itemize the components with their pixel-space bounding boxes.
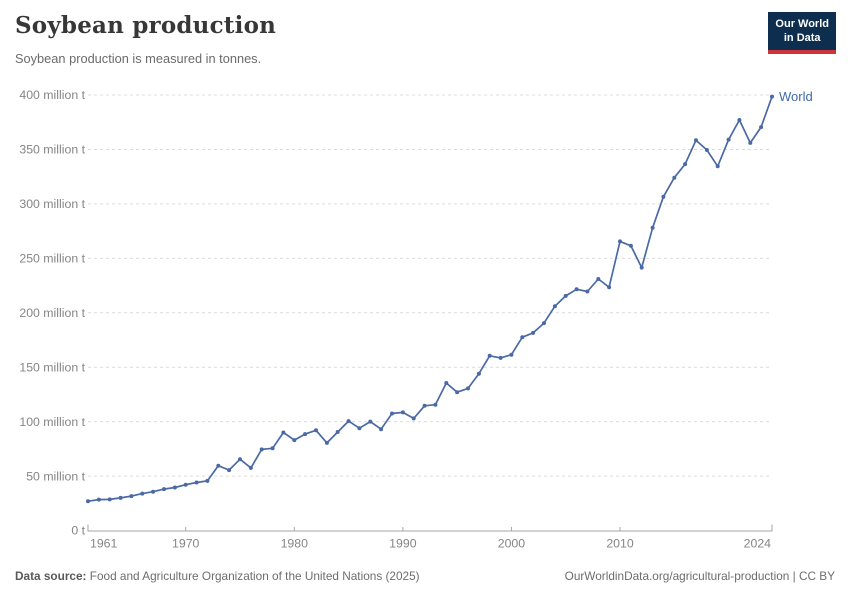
- data-point: [715, 164, 720, 169]
- data-point: [672, 175, 677, 180]
- data-point: [346, 419, 351, 424]
- data-point: [227, 468, 232, 473]
- data-point: [704, 148, 709, 152]
- world-label[interactable]: World: [779, 89, 813, 104]
- x-tick-label: 1961: [90, 537, 118, 551]
- data-point: [650, 225, 655, 230]
- data-point: [770, 94, 774, 99]
- data-point: [357, 426, 362, 431]
- data-point: [455, 390, 460, 395]
- data-point: [411, 416, 416, 421]
- data-point: [422, 403, 427, 408]
- data-point: [238, 457, 242, 462]
- x-tick-label: 2010: [606, 537, 634, 551]
- data-point: [520, 335, 525, 340]
- data-point: [444, 381, 449, 385]
- chart-subtitle: Soybean production is measured in tonnes…: [15, 51, 262, 66]
- x-tick-label: 1970: [172, 537, 200, 551]
- x-axis-line: [87, 524, 773, 532]
- owid-logo-line2: in Data: [783, 32, 821, 45]
- data-point: [552, 304, 557, 309]
- world-series-label[interactable]: World: [779, 89, 813, 104]
- x-tick-label: 1990: [389, 537, 417, 551]
- y-axis-labels: 0 t 50 million t 100 million t 150 million …: [19, 88, 85, 538]
- data-point: [542, 321, 546, 326]
- owid-logo[interactable]: Our World in Data: [768, 12, 836, 54]
- credit-link[interactable]: OurWorldinData.org/agricultural-producti…: [564, 569, 835, 583]
- data-point: [487, 353, 492, 358]
- data-point: [509, 352, 514, 357]
- x-tick-label: 2000: [498, 537, 526, 551]
- data-point: [466, 386, 470, 391]
- data-point: [498, 355, 503, 360]
- x-tick-label: 1980: [281, 537, 309, 551]
- y-tick-label: 300 million t: [19, 197, 85, 211]
- data-point: [596, 277, 601, 281]
- data-point: [628, 243, 633, 248]
- gridlines: [88, 94, 772, 477]
- data-point: [86, 499, 90, 504]
- data-point: [151, 489, 156, 494]
- data-point: [574, 287, 579, 292]
- data-point: [563, 293, 568, 298]
- data-point: [205, 478, 210, 483]
- data-point: [129, 494, 134, 499]
- data-point: [759, 125, 764, 130]
- y-tick-label: 0 t: [71, 524, 85, 538]
- data-point: [107, 497, 112, 502]
- y-tick-label: 350 million t: [19, 143, 85, 157]
- data-point: [140, 491, 145, 496]
- data-point: [639, 265, 644, 270]
- data-point: [259, 447, 264, 452]
- y-tick-label: 200 million t: [19, 306, 85, 320]
- world-line: [87, 95, 773, 503]
- data-point: [531, 330, 536, 335]
- data-point: [390, 411, 394, 416]
- page-title: Soybean production: [15, 12, 277, 39]
- data-point: [726, 137, 731, 142]
- data-point: [737, 118, 742, 122]
- data-point: [683, 162, 688, 167]
- data-point: [335, 430, 340, 434]
- x-axis: 1961 1970 1980 1990 2000 2010 2024: [87, 524, 773, 551]
- y-tick-label: 50 million t: [26, 469, 85, 483]
- data-source: Data source: Food and Agriculture Organi…: [15, 569, 420, 583]
- x-tick-label: 2024: [744, 537, 772, 551]
- data-point: [661, 194, 666, 199]
- data-point: [303, 432, 308, 437]
- data-point: [379, 427, 384, 432]
- world-series-line[interactable]: [86, 94, 774, 504]
- data-point: [281, 430, 286, 435]
- data-point: [172, 485, 177, 490]
- data-point: [118, 495, 123, 500]
- data-point: [248, 465, 253, 470]
- data-source-text: Food and Agriculture Organization of the…: [89, 569, 420, 583]
- data-point: [292, 438, 297, 443]
- data-point: [194, 480, 199, 485]
- data-point: [270, 446, 275, 451]
- data-point: [476, 371, 481, 376]
- data-point: [618, 239, 622, 244]
- y-tick-label: 150 million t: [19, 360, 85, 374]
- y-tick-label: 250 million t: [19, 252, 85, 266]
- owid-logo-line1: Our World: [775, 18, 829, 30]
- data-point: [368, 419, 373, 424]
- data-point: [162, 487, 166, 492]
- data-point: [585, 289, 590, 294]
- y-tick-label: 100 million t: [19, 415, 85, 429]
- data-point: [748, 140, 753, 145]
- data-point: [433, 402, 438, 407]
- data-point: [314, 428, 318, 433]
- data-point: [324, 440, 329, 445]
- data-point: [183, 482, 188, 487]
- data-point: [694, 138, 698, 143]
- data-source-label: Data source:: [15, 569, 87, 583]
- data-point: [607, 285, 612, 290]
- data-point: [216, 463, 221, 468]
- data-point: [96, 497, 101, 502]
- y-tick-label: 400 million t: [19, 88, 85, 102]
- data-point: [400, 410, 405, 415]
